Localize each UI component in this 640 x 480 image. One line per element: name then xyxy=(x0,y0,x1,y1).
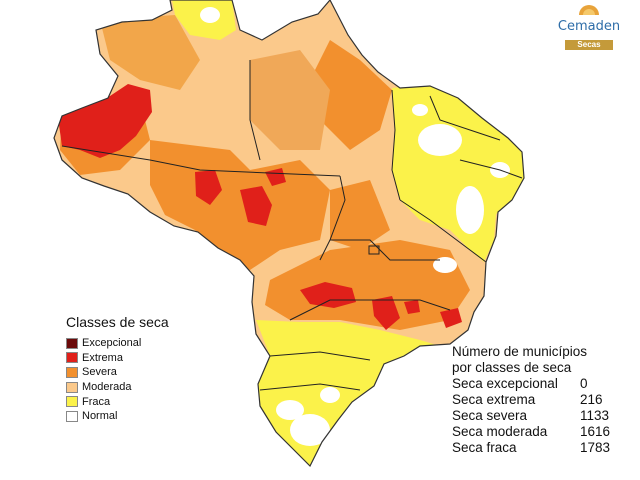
border-distrito-federal xyxy=(368,245,380,255)
legend-swatch xyxy=(66,410,78,422)
region-normal-6 xyxy=(276,400,304,420)
logo-tag: Secas xyxy=(565,40,613,50)
stats-value: 216 xyxy=(580,392,603,407)
legend-item: Normal xyxy=(66,409,169,424)
legend-label: Normal xyxy=(82,410,118,423)
legend-swatch xyxy=(66,396,78,408)
municipality-stats: Número de municípios por classes de seca… xyxy=(452,344,620,456)
stats-row: Seca fraca 1783 xyxy=(452,440,620,456)
legend: Classes de seca Excepcional Extrema Severa… xyxy=(66,314,169,424)
region-normal-4 xyxy=(412,104,428,116)
stats-value: 0 xyxy=(580,376,588,391)
legend-label: Extrema xyxy=(82,351,123,364)
region-severa-west xyxy=(150,140,330,270)
legend-item: Moderada xyxy=(66,380,169,395)
legend-label: Fraca xyxy=(82,395,111,408)
stats-value: 1616 xyxy=(580,424,611,439)
state-borders xyxy=(61,60,523,391)
stats-label: Seca severa xyxy=(452,408,528,423)
region-normal-9 xyxy=(433,257,457,273)
region-extrema-mato-grosso-sul xyxy=(300,282,356,308)
cemaden-logo: Cemaden Secas xyxy=(552,2,626,52)
region-extrema-amazon-2 xyxy=(240,186,272,226)
border-mato-grosso-east xyxy=(319,175,346,261)
legend-title: Classes de seca xyxy=(66,314,169,330)
region-normal-5 xyxy=(290,414,330,446)
legend-item: Fraca xyxy=(66,394,169,409)
legend-rows: Excepcional Extrema Severa Moderada Fraca Nor… xyxy=(66,336,169,424)
border-bahia-south xyxy=(399,199,487,263)
border-amazonas-south xyxy=(61,145,341,177)
legend-label: Moderada xyxy=(82,381,132,394)
region-extrema-amazon-3 xyxy=(265,168,286,186)
border-parana xyxy=(269,351,371,361)
stats-row: Seca moderada 1616 xyxy=(452,424,620,440)
border-pernambuco xyxy=(459,159,523,179)
legend-item: Excepcional xyxy=(66,336,169,351)
stats-row: Seca excepcional 0 xyxy=(452,376,620,392)
border-sao-paulo xyxy=(289,299,451,321)
stats-value: 1783 xyxy=(580,440,611,455)
border-tocantins xyxy=(391,89,401,201)
region-severa-goias xyxy=(330,180,390,250)
region-moderada-para xyxy=(250,50,330,150)
region-normal-7 xyxy=(320,387,340,403)
stats-label: Seca fraca xyxy=(452,440,517,455)
logo-name: Cemaden xyxy=(557,19,621,34)
stats-row: Seca severa 1133 xyxy=(452,408,620,424)
region-fraca-south xyxy=(256,320,440,466)
stats-title-line2: por classes de seca xyxy=(452,360,572,375)
stats-row: Seca extrema 216 xyxy=(452,392,620,408)
region-severa-para xyxy=(310,40,392,150)
region-normal-2 xyxy=(456,186,484,234)
region-severa-amazonas-north xyxy=(100,15,200,90)
border-amazonas-para xyxy=(249,60,261,161)
legend-label: Severa xyxy=(82,366,117,379)
region-normal-1 xyxy=(418,124,462,156)
region-extrema-sao-paulo xyxy=(372,296,400,330)
legend-swatch xyxy=(66,381,78,393)
legend-swatch xyxy=(66,352,78,364)
border-maranhao xyxy=(429,95,501,141)
stats-rows: Seca excepcional 0 Seca extrema 216 Seca sev… xyxy=(452,376,620,456)
region-extrema-acre xyxy=(58,84,152,158)
legend-label: Excepcional xyxy=(82,337,142,350)
stats-label: Seca extrema xyxy=(452,392,536,407)
border-goias-south xyxy=(330,239,440,261)
border-santa-catarina xyxy=(259,383,361,391)
region-extrema-rio xyxy=(440,308,462,328)
stats-title-line1: Número de municípios xyxy=(452,344,588,359)
stats-label: Seca moderada xyxy=(452,424,548,439)
region-extrema-amazon-1 xyxy=(195,170,222,205)
legend-swatch xyxy=(66,366,78,378)
legend-item: Extrema xyxy=(66,351,169,366)
legend-item: Severa xyxy=(66,365,169,380)
stats-value: 1133 xyxy=(580,408,610,423)
stats-label: Seca excepcional xyxy=(452,376,558,391)
region-extrema-minas xyxy=(404,300,420,314)
sun-logo-icon xyxy=(579,5,599,15)
region-normal-8 xyxy=(200,7,220,23)
legend-swatch xyxy=(66,337,78,349)
